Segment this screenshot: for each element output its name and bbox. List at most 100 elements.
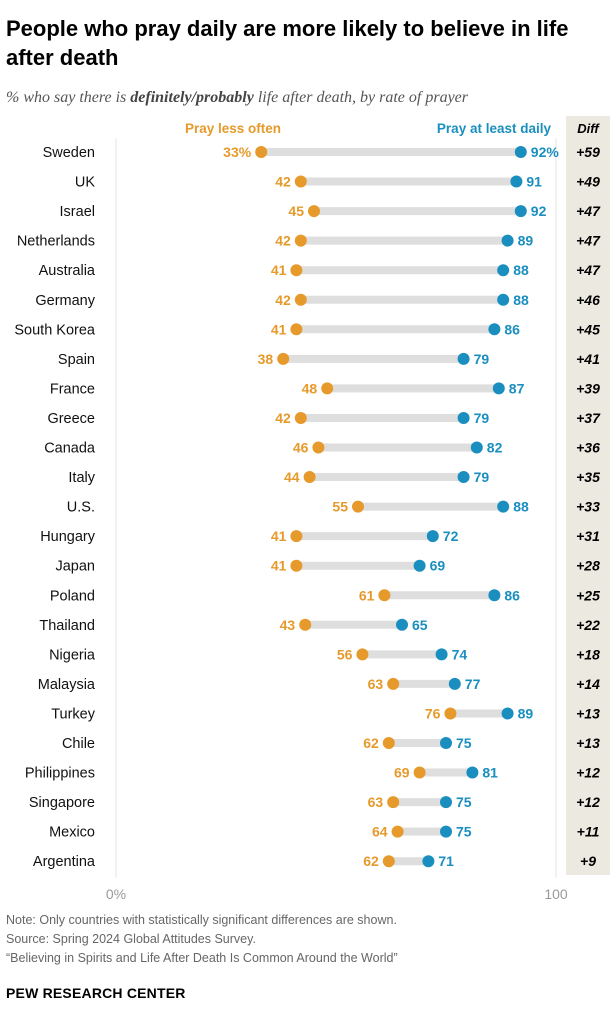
subtitle-suffix: life after death, by rate of prayer	[253, 89, 468, 106]
value-label-pray-less-often: 43	[280, 617, 296, 633]
dot-pray-at-least-daily	[470, 441, 483, 454]
value-label-pray-at-least-daily: 75	[456, 794, 472, 810]
country-label: Israel	[60, 204, 95, 220]
diff-value: +14	[576, 676, 600, 692]
value-label-pray-less-often: 41	[271, 262, 287, 278]
chart-row: South Korea 41 86 +45	[14, 321, 600, 338]
chart-row: Turkey 76 89 +13	[51, 705, 600, 722]
value-label-pray-less-often: 69	[394, 765, 410, 781]
country-label: South Korea	[14, 322, 96, 338]
diff-value: +59	[576, 144, 600, 160]
value-label-pray-at-least-daily: 89	[518, 233, 534, 249]
value-label-pray-at-least-daily: 72	[443, 528, 459, 544]
value-label-pray-less-often: 38	[258, 351, 274, 367]
subtitle-prefix: % who say there is	[6, 89, 131, 106]
value-label-pray-less-often: 62	[363, 735, 379, 751]
country-label: Australia	[39, 263, 96, 279]
dot-pray-at-least-daily	[413, 559, 426, 572]
value-label-pray-less-often: 76	[425, 705, 441, 721]
diff-value: +47	[576, 203, 601, 219]
dot-pray-less-often	[321, 382, 334, 395]
diff-value: +47	[576, 262, 601, 278]
value-label-pray-at-least-daily: 91	[526, 174, 542, 190]
chart-row: Singapore 63 75 +12	[29, 794, 600, 811]
dot-pray-at-least-daily	[396, 618, 408, 631]
dot-pray-less-often	[294, 175, 307, 188]
diff-value: +18	[576, 646, 600, 662]
dot-pray-less-often	[387, 677, 400, 690]
dot-pray-less-often	[255, 146, 268, 158]
value-label-pray-less-often: 42	[275, 410, 291, 426]
dot-pray-at-least-daily	[514, 146, 527, 158]
value-label-pray-less-often: 61	[359, 587, 375, 603]
diff-value: +47	[576, 233, 601, 249]
dot-pray-less-often	[382, 855, 395, 868]
country-label: Turkey	[51, 706, 96, 722]
chart-row: Japan 41 69 +28	[55, 558, 600, 575]
chart-row: UK 42 91 +49	[75, 174, 600, 191]
country-label: Nigeria	[49, 647, 96, 663]
diff-value: +36	[576, 440, 600, 456]
dot-pray-less-often	[299, 618, 312, 631]
dot-pray-at-least-daily	[426, 530, 439, 543]
dot-pray-at-least-daily	[457, 411, 470, 424]
dot-pray-less-often	[378, 589, 391, 602]
dot-pray-at-least-daily	[457, 471, 470, 484]
value-label-pray-at-least-daily: 86	[504, 321, 520, 337]
chart-row: Thailand 43 65 +22	[39, 617, 600, 634]
value-label-pray-less-often: 42	[275, 233, 291, 249]
value-label-pray-at-least-daily: 74	[452, 646, 468, 662]
note-text: Note: Only countries with statistically …	[6, 913, 397, 927]
dot-pray-less-often	[391, 825, 404, 838]
chart-row: Poland 61 86 +25	[50, 587, 600, 604]
country-label: Netherlands	[17, 234, 95, 250]
source-text: Source: Spring 2024 Global Attitudes Sur…	[6, 932, 256, 946]
dot-pray-at-least-daily	[488, 589, 501, 602]
chart-row: Hungary 41 72 +31	[40, 528, 600, 545]
diff-value: +9	[580, 853, 596, 869]
country-label: Chile	[62, 736, 95, 752]
country-label: Mexico	[49, 825, 95, 841]
value-label-pray-less-often: 41	[271, 528, 287, 544]
country-label: Hungary	[40, 529, 96, 545]
x-tick-label: 0%	[106, 886, 126, 902]
dot-pray-at-least-daily	[448, 677, 461, 690]
dot-pray-less-often	[352, 500, 364, 513]
value-label-pray-at-least-daily: 79	[474, 469, 490, 485]
diff-value: +35	[576, 469, 600, 485]
value-label-pray-less-often: 41	[271, 321, 287, 337]
value-label-pray-at-least-daily: 81	[482, 765, 498, 781]
value-label-pray-at-least-daily: 79	[474, 351, 490, 367]
dot-pray-at-least-daily	[501, 707, 514, 720]
value-label-pray-at-least-daily: 71	[438, 853, 454, 869]
country-label: Singapore	[29, 795, 95, 811]
x-tick-label: 100	[544, 886, 568, 902]
value-label-pray-at-least-daily: 88	[513, 292, 529, 308]
chart-row: Mexico 64 75 +11	[49, 824, 600, 841]
dot-pray-at-least-daily	[422, 855, 435, 868]
chart-row: Philippines 69 81 +12	[25, 765, 600, 782]
dot-pray-less-often	[312, 441, 325, 454]
value-label-pray-at-least-daily: 75	[456, 824, 472, 840]
country-label: Japan	[55, 559, 95, 575]
value-label-pray-at-least-daily: 88	[513, 499, 529, 515]
diff-value: +37	[576, 410, 601, 426]
dot-pray-at-least-daily	[435, 648, 448, 661]
diff-value: +13	[576, 705, 600, 721]
chart-row: Sweden 33% 92% +59	[43, 144, 600, 161]
dot-pray-at-least-daily	[440, 825, 452, 838]
value-label-pray-at-least-daily: 79	[474, 410, 490, 426]
value-label-pray-less-often: 63	[368, 794, 384, 810]
country-label: Thailand	[39, 618, 95, 634]
value-label-pray-at-least-daily: 69	[430, 558, 446, 574]
diff-value: +49	[576, 174, 600, 190]
dot-pray-less-often	[356, 648, 369, 661]
country-label: UK	[75, 175, 95, 191]
diff-value: +45	[576, 321, 600, 337]
diff-value: +33	[576, 499, 600, 515]
value-label-pray-less-often: 63	[368, 676, 384, 692]
legend-pray-at-least-daily: Pray at least daily	[437, 121, 552, 136]
dot-pray-at-least-daily	[514, 205, 527, 218]
value-label-pray-less-often: 41	[271, 558, 287, 574]
